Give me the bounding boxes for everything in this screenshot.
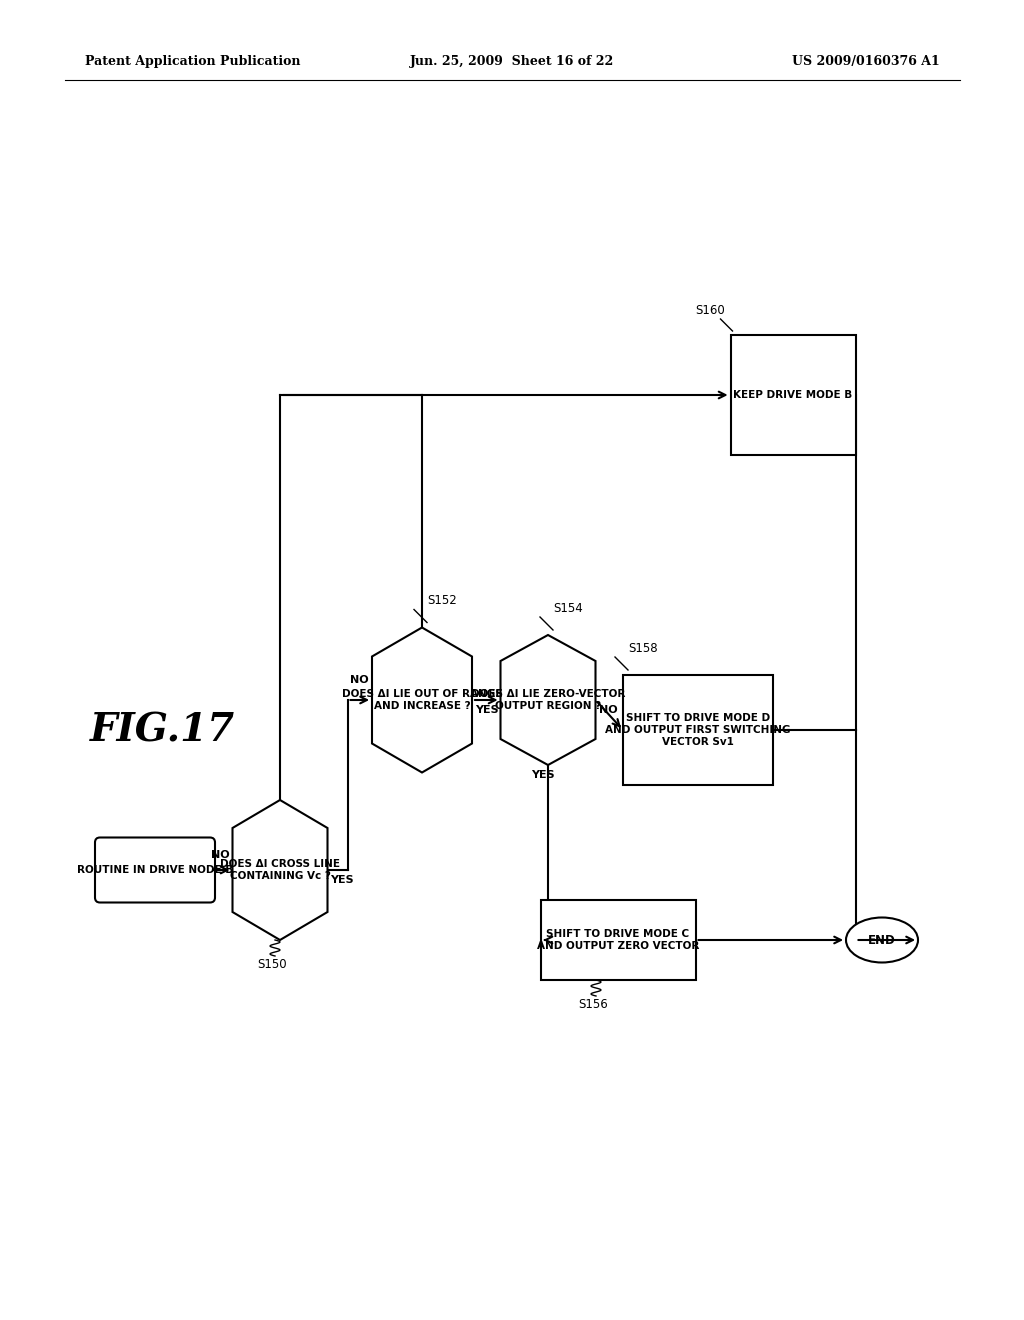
Polygon shape	[501, 635, 596, 766]
Polygon shape	[232, 800, 328, 940]
Bar	[541, 900, 695, 979]
Text: DOES ΔI LIE OUT OF RANGE
AND INCREASE ?: DOES ΔI LIE OUT OF RANGE AND INCREASE ?	[342, 689, 502, 711]
Text: ROUTINE IN DRIVE NODE B: ROUTINE IN DRIVE NODE B	[77, 865, 233, 875]
Text: S150: S150	[257, 958, 287, 972]
Text: S152: S152	[427, 594, 457, 607]
Text: NO: NO	[598, 705, 617, 715]
Text: DOES ΔI CROSS LINE
CONTAINING Vc ?: DOES ΔI CROSS LINE CONTAINING Vc ?	[220, 859, 340, 882]
Text: NO: NO	[211, 850, 229, 861]
Text: US 2009/0160376 A1: US 2009/0160376 A1	[793, 55, 940, 69]
Polygon shape	[372, 627, 472, 772]
Text: END: END	[868, 933, 896, 946]
FancyBboxPatch shape	[95, 837, 215, 903]
Text: S160: S160	[695, 304, 725, 317]
Text: YES: YES	[475, 705, 499, 715]
Text: Jun. 25, 2009  Sheet 16 of 22: Jun. 25, 2009 Sheet 16 of 22	[410, 55, 614, 69]
Text: FIG.17: FIG.17	[90, 711, 236, 748]
Text: YES: YES	[331, 875, 354, 884]
Text: S154: S154	[553, 602, 583, 615]
Text: Patent Application Publication: Patent Application Publication	[85, 55, 300, 69]
Text: DOES ΔI LIE ZERO-VECTOR
OUTPUT REGION ?: DOES ΔI LIE ZERO-VECTOR OUTPUT REGION ?	[471, 689, 626, 711]
Text: NO: NO	[350, 675, 369, 685]
Bar	[730, 335, 855, 455]
Text: SHIFT TO DRIVE MODE C
AND OUTPUT ZERO VECTOR: SHIFT TO DRIVE MODE C AND OUTPUT ZERO VE…	[537, 929, 699, 952]
Bar	[623, 675, 773, 785]
Text: YES: YES	[531, 770, 555, 780]
Text: S158: S158	[628, 642, 657, 655]
Text: SHIFT TO DRIVE MODE D
AND OUTPUT FIRST SWITCHING
VECTOR Sv1: SHIFT TO DRIVE MODE D AND OUTPUT FIRST S…	[605, 713, 791, 747]
Ellipse shape	[846, 917, 918, 962]
Text: S156: S156	[579, 998, 608, 1011]
Text: KEEP DRIVE MODE B: KEEP DRIVE MODE B	[733, 389, 853, 400]
